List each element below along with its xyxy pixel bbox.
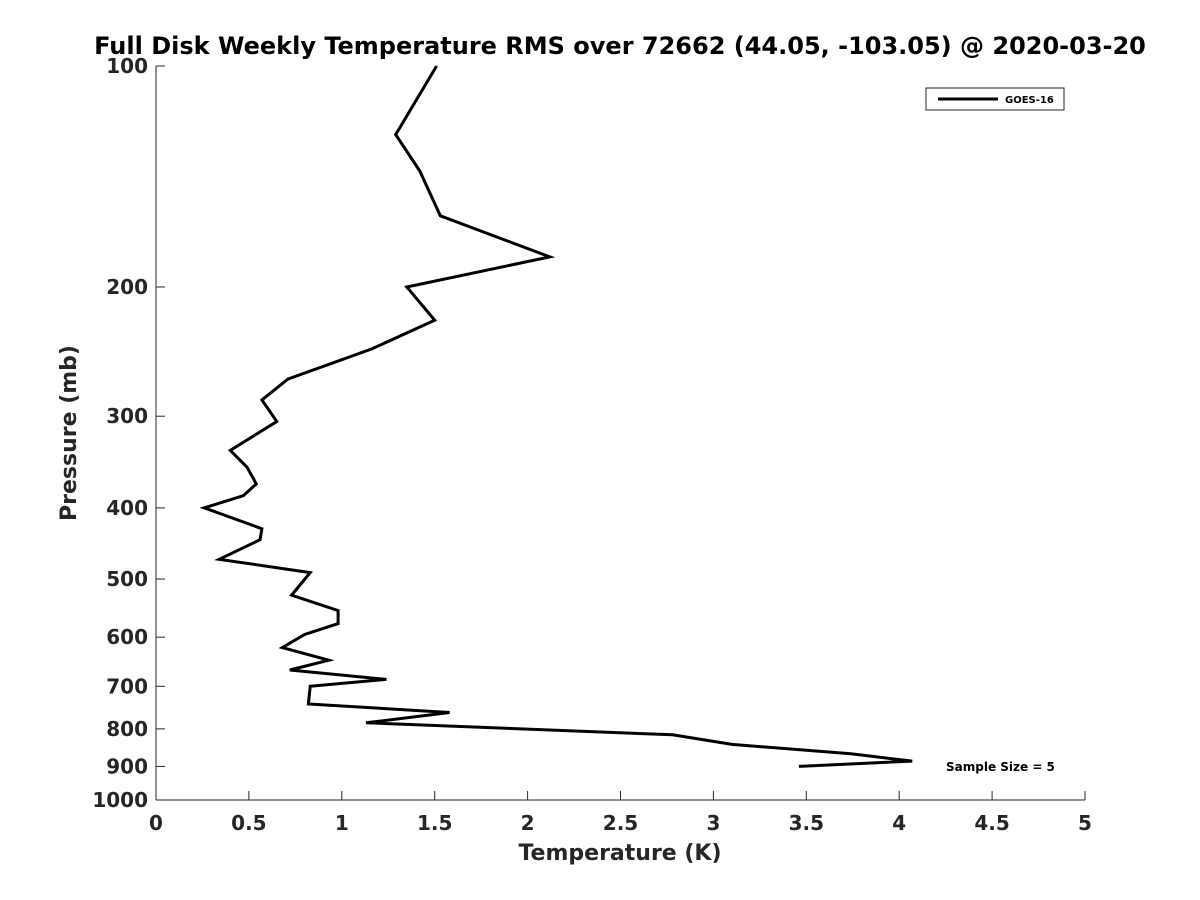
y-ticks: 100 200 300 400 500 600 700 800 900 1000: [92, 54, 165, 812]
y-tick-label: 800: [106, 717, 148, 741]
x-ticks: 0 0.5 1 1.5 2 2.5 3 3.5 4 4.5 5: [149, 791, 1092, 835]
x-tick-label: 4: [892, 811, 906, 835]
y-tick-label: 700: [106, 674, 148, 698]
sample-size-annotation: Sample Size = 5: [946, 760, 1055, 774]
x-tick-label: 3.5: [789, 811, 824, 835]
x-tick-label: 2.5: [603, 811, 638, 835]
y-tick-label: 100: [106, 54, 148, 78]
x-tick-label: 0: [149, 811, 163, 835]
legend: GOES-16: [925, 87, 1065, 111]
x-tick-label: 1.5: [417, 811, 452, 835]
x-tick-label: 1: [335, 811, 349, 835]
x-tick-label: 2: [521, 811, 535, 835]
y-tick-label: 300: [106, 404, 148, 428]
chart-title: Full Disk Weekly Temperature RMS over 72…: [94, 32, 1146, 60]
y-tick-label: 400: [106, 496, 148, 520]
series-line-goes-16: [199, 65, 913, 768]
y-tick-label: 500: [106, 567, 148, 591]
y-axis-label: Pressure (mb): [57, 345, 82, 521]
y-tick-label: 600: [106, 625, 148, 649]
x-tick-label: 5: [1078, 811, 1092, 835]
legend-label: GOES-16: [1005, 95, 1054, 106]
y-tick-label: 900: [106, 754, 148, 778]
x-tick-label: 4.5: [974, 811, 1009, 835]
series-layer: [199, 65, 913, 768]
x-tick-label: 3: [706, 811, 720, 835]
plot-area: 0 0.5 1 1.5 2 2.5 3 3.5 4 4.5 5 100 200 300 400 500 600…: [92, 54, 1092, 835]
y-tick-label: 1000: [92, 788, 148, 812]
y-tick-label: 200: [106, 275, 148, 299]
x-axis-label: Temperature (K): [518, 841, 721, 866]
x-tick-label: 0.5: [231, 811, 266, 835]
